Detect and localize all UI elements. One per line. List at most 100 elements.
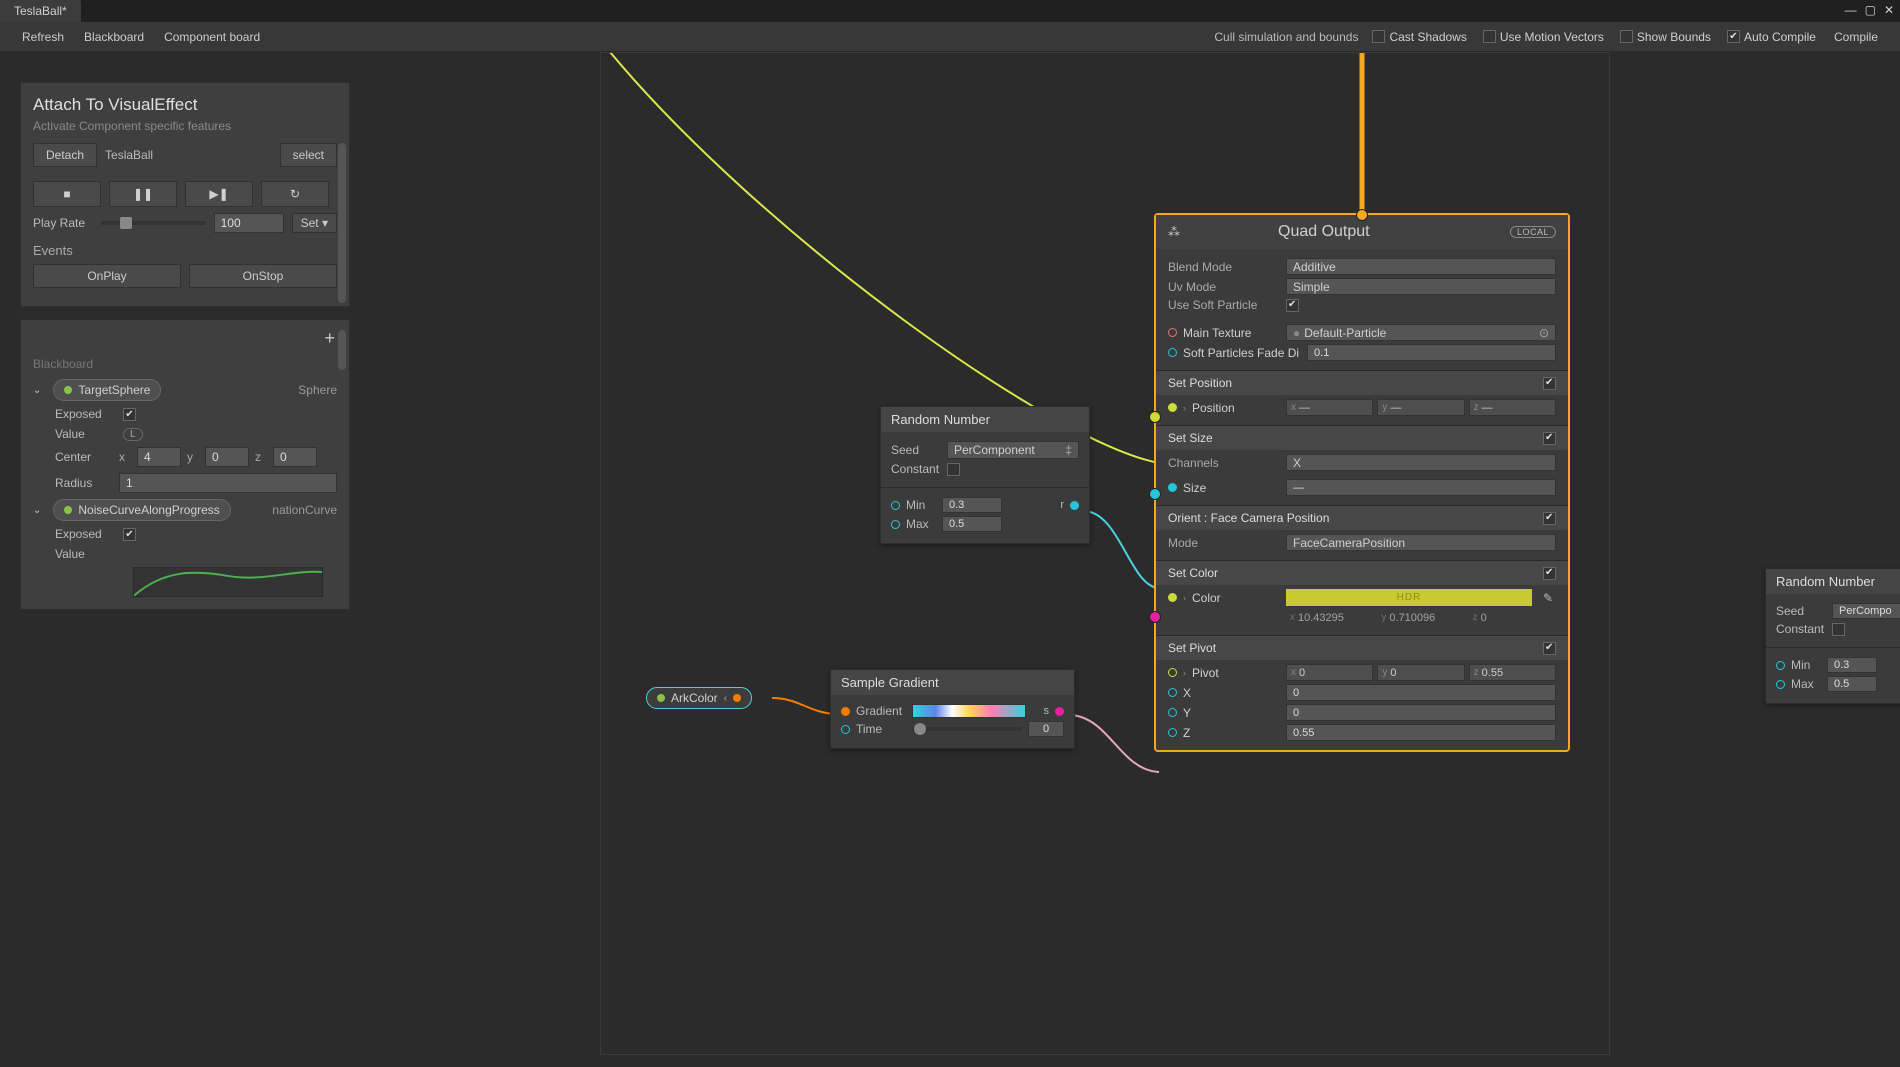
- input-port-icon[interactable]: [1776, 680, 1785, 689]
- expand-icon[interactable]: ⌄: [33, 385, 41, 396]
- softfade-field[interactable]: 0.1: [1307, 344, 1556, 361]
- gradient-strip[interactable]: [912, 704, 1026, 718]
- position-label: Position: [1192, 401, 1235, 415]
- curve-preview[interactable]: [133, 567, 323, 597]
- setpivot-toggle[interactable]: [1543, 642, 1556, 655]
- radius-field[interactable]: 1: [119, 473, 337, 493]
- refresh-button[interactable]: Refresh: [12, 26, 74, 48]
- seed-dropdown[interactable]: PerCompo: [1832, 603, 1900, 619]
- hdr-color-swatch[interactable]: HDR: [1286, 589, 1532, 606]
- exposed-checkbox[interactable]: [123, 528, 136, 541]
- channels-dropdown[interactable]: X: [1286, 454, 1556, 471]
- min-field[interactable]: 0.3: [942, 497, 1002, 513]
- constant-checkbox[interactable]: [1832, 623, 1845, 636]
- compile-button[interactable]: Compile: [1824, 26, 1888, 48]
- time-field[interactable]: 0: [1028, 721, 1064, 737]
- add-icon[interactable]: +: [324, 328, 335, 349]
- orient-toggle[interactable]: [1543, 512, 1556, 525]
- time-port-icon[interactable]: [841, 725, 850, 734]
- seed-dropdown[interactable]: PerComponent ‡: [947, 441, 1079, 459]
- param-targetsphere[interactable]: TargetSphere: [53, 379, 161, 401]
- max-field[interactable]: 0.5: [1827, 676, 1877, 692]
- output-port-icon[interactable]: [733, 694, 741, 702]
- motion-vectors-toggle[interactable]: Use Motion Vectors: [1483, 30, 1604, 44]
- local-space-badge[interactable]: L: [123, 428, 143, 441]
- stop-button[interactable]: ■: [33, 181, 101, 207]
- eyedropper-icon[interactable]: ✎: [1540, 590, 1556, 606]
- size-label: Size: [1183, 481, 1206, 495]
- playrate-field[interactable]: 100: [214, 213, 284, 233]
- blendmode-dropdown[interactable]: Additive: [1286, 258, 1556, 275]
- uvmode-dropdown[interactable]: Simple: [1286, 278, 1556, 295]
- size-port-icon[interactable]: [1149, 488, 1161, 500]
- loop-button[interactable]: ↻: [261, 181, 329, 207]
- node-arkcolor[interactable]: ArkColor ‹: [646, 687, 752, 709]
- chevron-left-icon[interactable]: ‹: [724, 693, 727, 704]
- pivot-vec3[interactable]: x0 y0 z0.55: [1286, 664, 1556, 681]
- type-dot-icon: [64, 386, 72, 394]
- context-icon: ⁂: [1168, 225, 1180, 239]
- max-label: Max: [906, 517, 936, 531]
- minimize-icon[interactable]: —: [1845, 3, 1857, 19]
- show-bounds-toggle[interactable]: Show Bounds: [1620, 30, 1711, 44]
- center-x-field[interactable]: 4: [137, 447, 181, 467]
- pause-button[interactable]: ❚❚: [109, 181, 177, 207]
- orientmode-dropdown[interactable]: FaceCameraPosition: [1286, 534, 1556, 551]
- onplay-button[interactable]: OnPlay: [33, 264, 181, 288]
- exposed-checkbox[interactable]: [123, 408, 136, 421]
- maximize-icon[interactable]: ▢: [1865, 3, 1876, 19]
- blackboard-button[interactable]: Blackboard: [74, 26, 154, 48]
- usesoft-checkbox[interactable]: [1286, 299, 1299, 312]
- pivot-x-field[interactable]: 0: [1286, 684, 1556, 701]
- min-field[interactable]: 0.3: [1827, 657, 1877, 673]
- input-port-icon[interactable]: [1776, 661, 1785, 670]
- center-y-field[interactable]: 0: [205, 447, 249, 467]
- position-port-icon[interactable]: [1149, 411, 1161, 423]
- auto-compile-toggle[interactable]: Auto Compile: [1727, 30, 1816, 44]
- setcolor-toggle[interactable]: [1543, 567, 1556, 580]
- max-field[interactable]: 0.5: [942, 516, 1002, 532]
- loop-icon: ↻: [290, 187, 300, 201]
- gradient-port-icon[interactable]: [841, 707, 850, 716]
- cast-shadows-toggle[interactable]: Cast Shadows: [1372, 30, 1466, 44]
- detach-button[interactable]: Detach: [33, 143, 97, 167]
- step-button[interactable]: ▶❚: [185, 181, 253, 207]
- min-label: Min: [906, 498, 936, 512]
- expand-icon[interactable]: ⌄: [33, 505, 41, 516]
- set-button[interactable]: Set ▾: [292, 213, 337, 233]
- panel-scrollbar[interactable]: [338, 143, 346, 303]
- maintex-field[interactable]: ●Default-Particle⊙: [1286, 324, 1556, 341]
- input-port-icon[interactable]: [891, 501, 900, 510]
- param-noisecurve[interactable]: NoiseCurveAlongProgress: [53, 499, 230, 521]
- float-port-icon[interactable]: [1168, 348, 1177, 357]
- node-random-number[interactable]: Random Number Seed PerComponent ‡ Consta…: [880, 406, 1090, 544]
- gradient-label: Gradient: [856, 704, 906, 718]
- setposition-toggle[interactable]: [1543, 377, 1556, 390]
- setsize-toggle[interactable]: [1543, 432, 1556, 445]
- panel-scrollbar[interactable]: [338, 330, 346, 370]
- node-quad-output[interactable]: ⁂ Quad Output LOCAL Blend Mode Additive …: [1154, 213, 1570, 752]
- color-port-icon[interactable]: [1149, 611, 1161, 623]
- color-vec3: x10.43295 y0.710096 z0: [1286, 609, 1556, 626]
- close-icon[interactable]: ✕: [1884, 3, 1894, 19]
- center-z-field[interactable]: 0: [273, 447, 317, 467]
- pivot-z-field[interactable]: 0.55: [1286, 724, 1556, 741]
- node-random-number-2[interactable]: Random Number Seed PerCompo Constant Min…: [1765, 568, 1900, 704]
- component-board-button[interactable]: Component board: [154, 26, 270, 48]
- playrate-slider[interactable]: [101, 221, 206, 225]
- node-sample-gradient[interactable]: Sample Gradient Gradient s Time 0: [830, 669, 1075, 749]
- space-badge[interactable]: LOCAL: [1510, 226, 1556, 238]
- position-vec3[interactable]: x— y— z—: [1286, 399, 1556, 416]
- document-tab[interactable]: TeslaBall*: [0, 0, 81, 22]
- pivot-y-field[interactable]: 0: [1286, 704, 1556, 721]
- onstop-button[interactable]: OnStop: [189, 264, 337, 288]
- flow-input-port-icon[interactable]: [1356, 209, 1368, 221]
- size-field[interactable]: —: [1286, 479, 1556, 496]
- texture-port-icon[interactable]: [1168, 328, 1177, 337]
- constant-checkbox[interactable]: [947, 463, 960, 476]
- output-port-icon[interactable]: [1055, 707, 1064, 716]
- input-port-icon[interactable]: [891, 520, 900, 529]
- output-port-icon[interactable]: [1070, 501, 1079, 510]
- time-slider[interactable]: [912, 727, 1022, 731]
- select-button[interactable]: select: [280, 143, 337, 167]
